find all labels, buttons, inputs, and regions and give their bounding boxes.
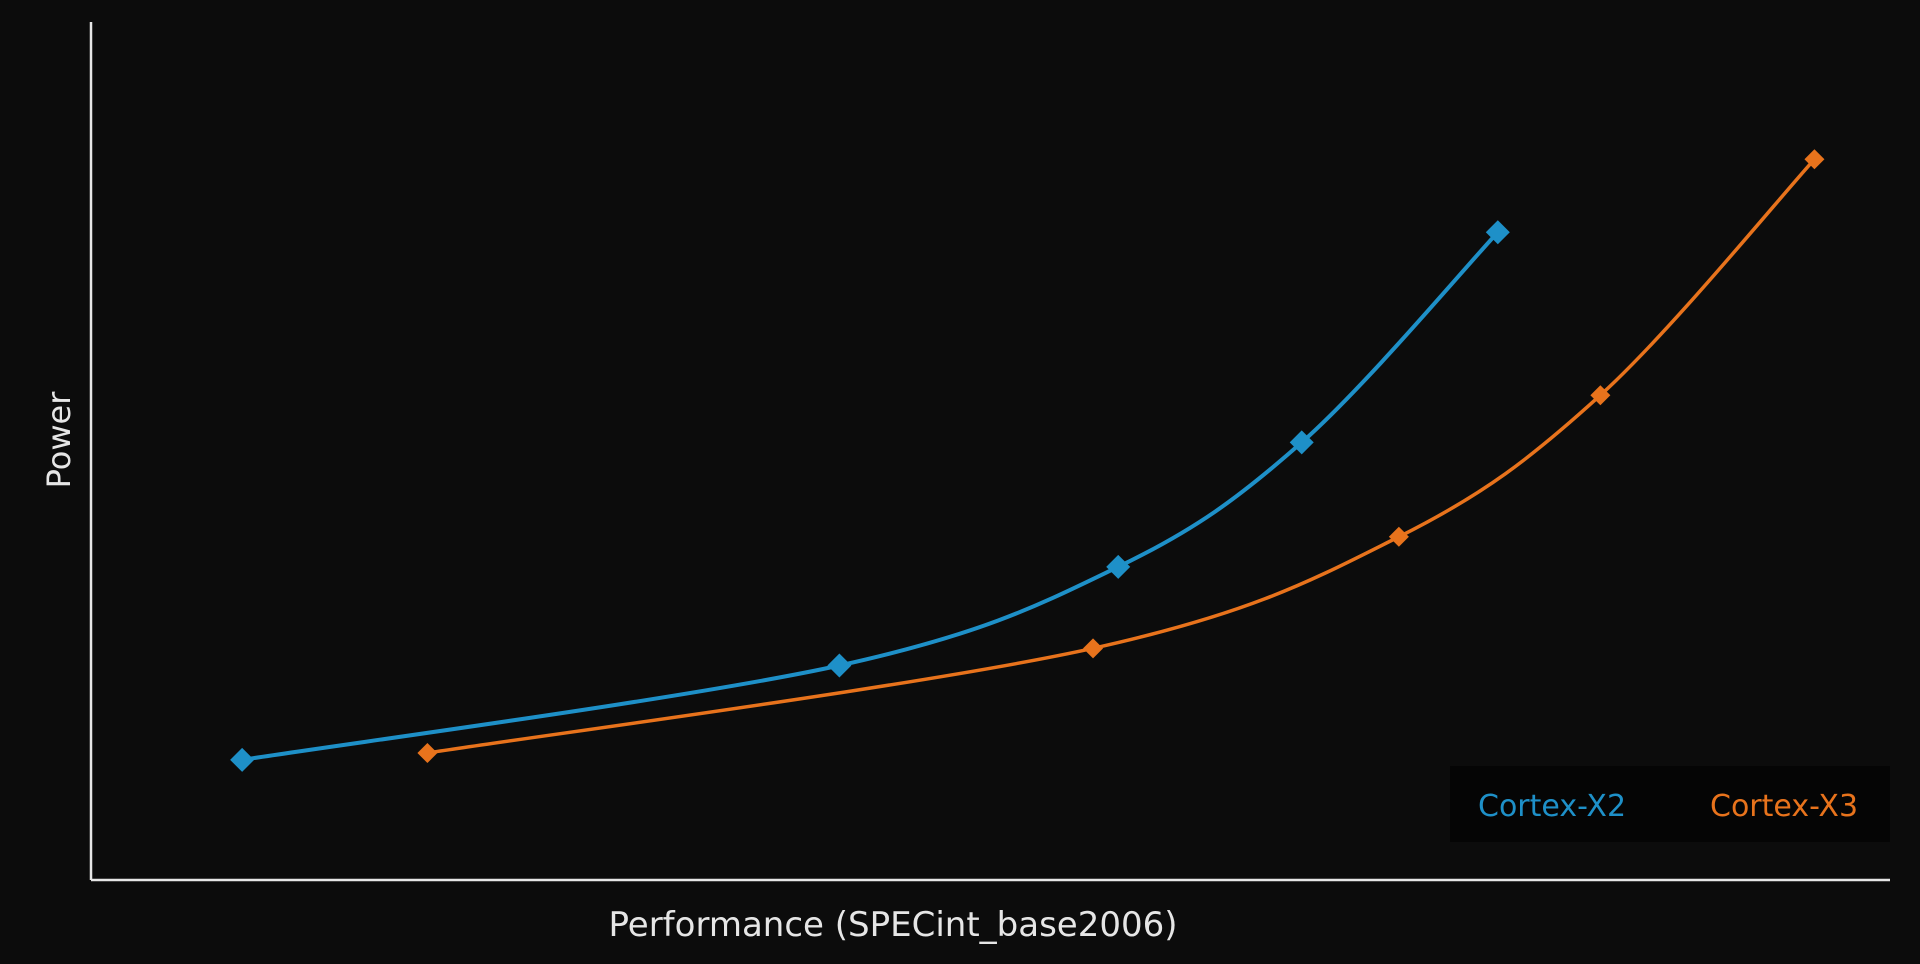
- legend-label-cortex-x3: Cortex-X3: [1710, 789, 1858, 824]
- data-point-cortex-x2-2: [827, 653, 852, 678]
- data-point-cortex-x3-4: [1590, 385, 1611, 406]
- x-axis-label: Performance (SPECint_base2006): [608, 905, 1177, 945]
- plot-area: [230, 149, 1825, 772]
- data-point-cortex-x3-2: [1083, 638, 1104, 659]
- series-line-cortex-x3: [425, 157, 1817, 755]
- data-point-cortex-x2-1: [230, 747, 255, 772]
- data-point-cortex-x2-5: [1485, 220, 1510, 245]
- legend: Cortex-X2 Cortex-X3: [1450, 766, 1890, 842]
- data-point-cortex-x3-3: [1388, 526, 1409, 547]
- legend-label-cortex-x2: Cortex-X2: [1478, 789, 1626, 824]
- legend-box: [1450, 766, 1890, 842]
- y-axis-label: Power: [40, 391, 78, 489]
- data-point-cortex-x3-1: [417, 743, 438, 764]
- data-point-cortex-x3-5: [1804, 149, 1825, 170]
- data-point-cortex-x2-3: [1106, 554, 1131, 579]
- data-point-cortex-x2-4: [1289, 430, 1314, 455]
- series-line-cortex-x2: [240, 230, 1500, 762]
